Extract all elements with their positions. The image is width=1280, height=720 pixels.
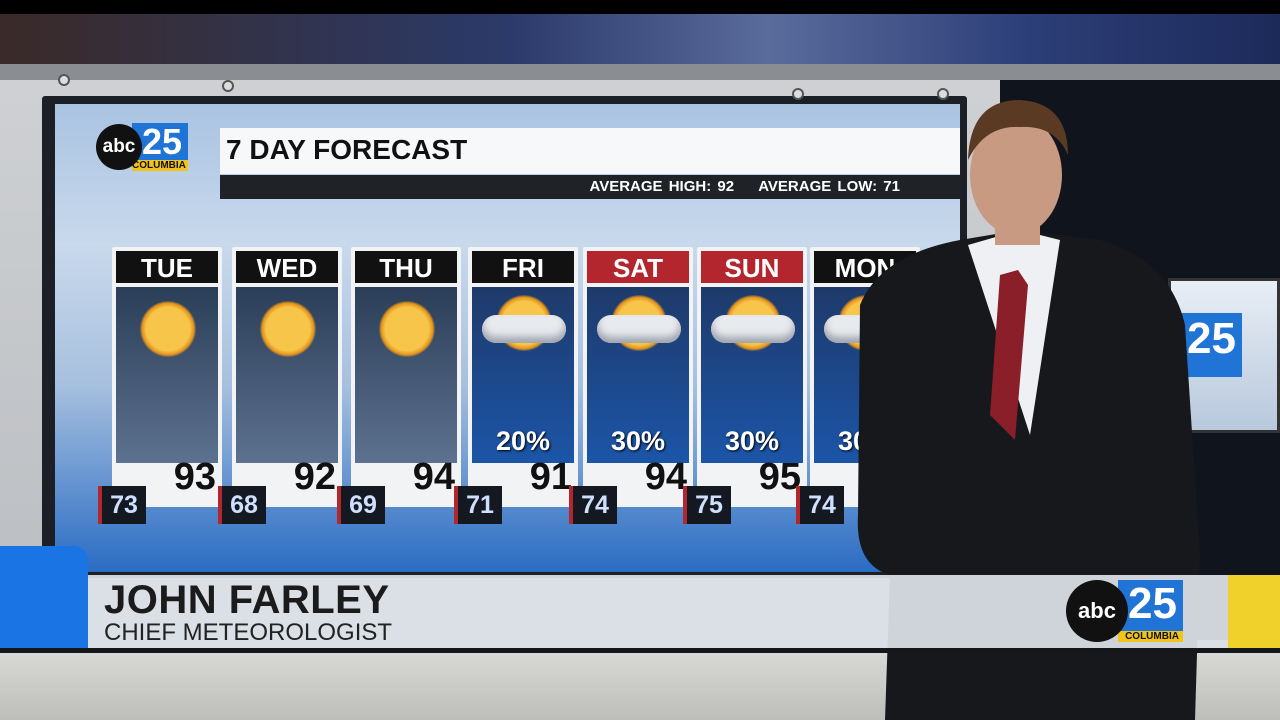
low-temp: 68	[218, 486, 266, 524]
lower-third	[88, 575, 1228, 648]
lower-third-accent	[0, 546, 88, 648]
lower-third-divider	[0, 648, 1280, 653]
day-label: WED	[236, 251, 338, 283]
sunny-icon	[116, 287, 218, 463]
day-label: TUE	[116, 251, 218, 283]
sun-icon	[260, 301, 316, 357]
partly-cloudy-icon: 30%	[587, 287, 689, 463]
day-column-sun: SUN 30% 95	[697, 247, 807, 507]
day-label: FRI	[472, 251, 574, 283]
precip-chance: 20%	[495, 426, 551, 456]
averages-bar: AVERAGE HIGH: 92 AVERAGE LOW: 71	[220, 175, 960, 199]
precip-chance: 30%	[724, 426, 780, 456]
cloud-icon	[597, 315, 681, 343]
high-temp: 93	[173, 456, 216, 498]
mount-bolt	[58, 74, 70, 86]
day-label: SAT	[587, 251, 689, 283]
presenter-title: CHIEF METEOROLOGIST	[104, 619, 393, 646]
station-logo: abc 25 COLUMBIA	[96, 121, 189, 171]
high-temp: 95	[758, 456, 801, 498]
day-column-thu: THU 94	[351, 247, 461, 507]
presenter-name: JOHN FARLEY	[104, 578, 390, 622]
lower-third-yellow-accent	[1228, 575, 1280, 648]
high-temp: 94	[644, 456, 687, 498]
precip-chance: 30%	[610, 426, 666, 456]
low-temp: 74	[796, 486, 844, 524]
lower-third-logo: abc 25 COLUMBIA	[1066, 580, 1183, 642]
mount-bolt	[792, 88, 804, 100]
letterbox-bar	[0, 0, 1280, 14]
cloud-icon	[482, 315, 566, 343]
partly-cloudy-icon: 20%	[472, 287, 574, 463]
side-monitor-logo: 25	[1177, 313, 1242, 377]
low-temp: 73	[98, 486, 146, 524]
sunny-icon	[236, 287, 338, 463]
channel-number: 25	[142, 121, 183, 162]
day-label: THU	[355, 251, 457, 283]
cloud-icon	[711, 315, 795, 343]
day-label: SUN	[701, 251, 803, 283]
low-temp: 71	[454, 486, 502, 524]
station-city: COLUMBIA	[132, 160, 189, 171]
average-high: AVERAGE HIGH: 92	[589, 178, 735, 195]
sun-icon	[140, 301, 196, 357]
high-temp: 91	[529, 456, 572, 498]
day-column-sat: SAT 30% 94	[583, 247, 693, 507]
low-temp: 74	[569, 486, 617, 524]
average-low: AVERAGE LOW: 71	[758, 178, 900, 195]
forecast-title: 7 DAY FORECAST	[220, 128, 960, 174]
studio-rail	[0, 64, 1280, 80]
sun-icon	[379, 301, 435, 357]
day-column-tue: TUE 93	[112, 247, 222, 507]
abc-logo-circle: abc	[96, 124, 142, 170]
sunny-icon	[355, 287, 457, 463]
partly-cloudy-icon: 30%	[701, 287, 803, 463]
day-column-wed: WED 92	[232, 247, 342, 507]
day-column-fri: FRI 20% 91	[468, 247, 578, 507]
high-temp: 94	[412, 456, 455, 498]
mount-bolt	[222, 80, 234, 92]
low-temp: 69	[337, 486, 385, 524]
mount-bolt	[937, 88, 949, 100]
high-temp: 92	[293, 456, 336, 498]
low-temp: 75	[683, 486, 731, 524]
